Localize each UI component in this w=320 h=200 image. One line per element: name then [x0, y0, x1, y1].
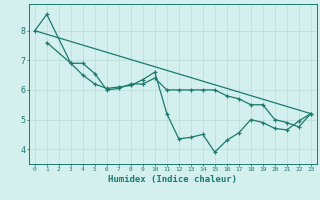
- X-axis label: Humidex (Indice chaleur): Humidex (Indice chaleur): [108, 175, 237, 184]
